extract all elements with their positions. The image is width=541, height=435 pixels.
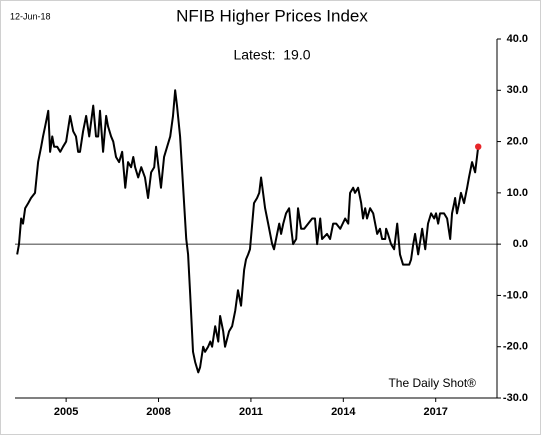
y-tick-label: 0.0 — [513, 238, 528, 250]
y-tick-label: -10.0 — [503, 289, 528, 301]
x-tick-label: 2008 — [146, 406, 170, 418]
x-tick-label: 2011 — [239, 406, 263, 418]
y-tick-label: -20.0 — [503, 341, 528, 353]
x-tick-label: 2017 — [423, 406, 447, 418]
y-tick-label: -30.0 — [503, 392, 528, 404]
x-tick-label: 2005 — [54, 406, 78, 418]
latest-label: Latest: 19.0 — [233, 47, 310, 63]
series-line — [16, 89, 480, 374]
latest-marker — [475, 143, 482, 150]
y-tick-label: 20.0 — [507, 135, 528, 147]
x-tick-label: 2014 — [331, 406, 356, 418]
y-tick-label: 30.0 — [507, 84, 528, 96]
y-tick-label: 10.0 — [507, 187, 528, 199]
source-label: The Daily Shot® — [388, 376, 476, 390]
chart-title: NFIB Higher Prices Index — [176, 6, 368, 25]
date-label: 12-Jun-18 — [10, 11, 51, 21]
y-tick-label: 40.0 — [507, 33, 528, 45]
